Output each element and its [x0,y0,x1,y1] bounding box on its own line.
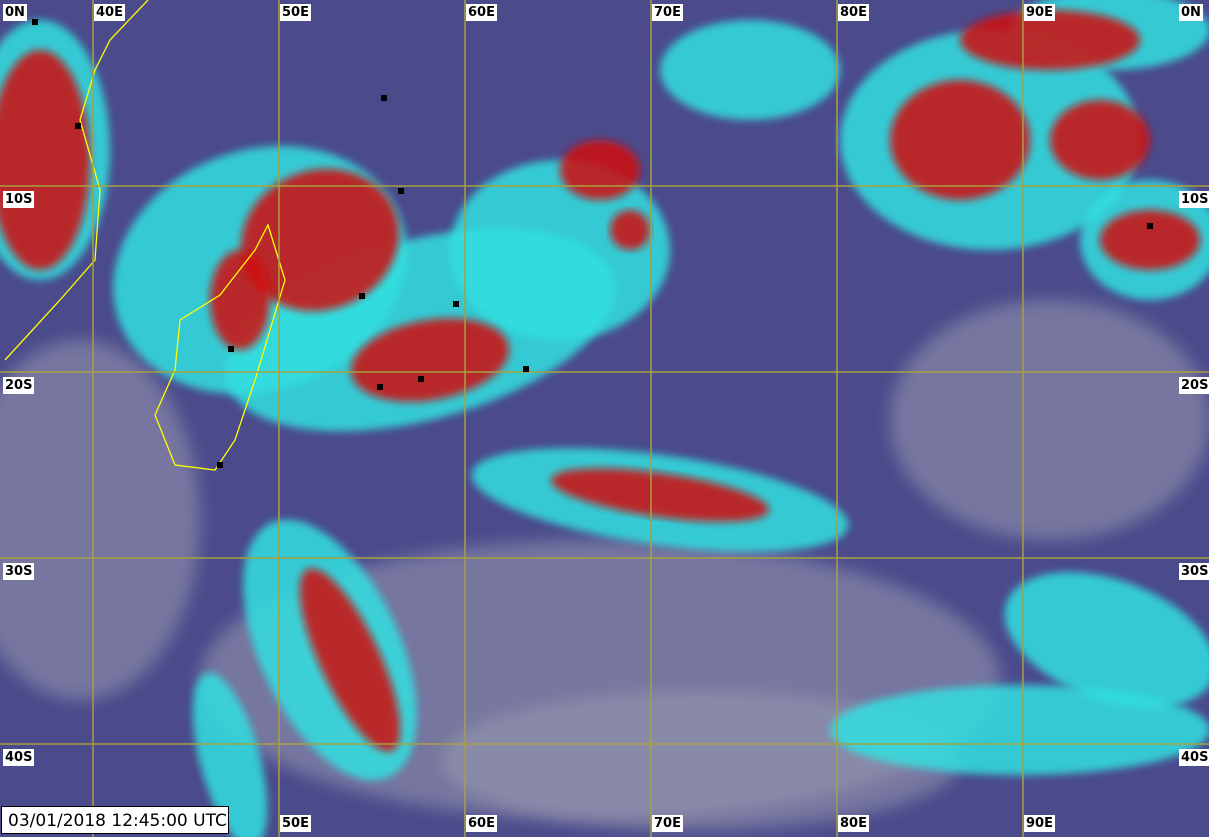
station-marker [418,376,424,382]
cold-cloud-region [210,250,270,350]
station-marker [381,95,387,101]
latitude-label: 40S [1179,749,1209,766]
latitude-label: 20S [1179,377,1209,394]
latitude-label: 20S [3,377,35,394]
latitude-label: 0N [1179,4,1203,21]
cold-cloud-region [890,80,1030,200]
cloud-region [830,685,1209,775]
station-marker [453,301,459,307]
station-marker [523,366,529,372]
cold-cloud-region [299,568,401,752]
station-marker [359,293,365,299]
cold-cloud-region [1050,100,1150,180]
coastline [4,0,286,471]
station-marker [1147,223,1153,229]
cold-cloud-region [960,10,1140,70]
cold-cloud-region [1100,210,1200,270]
cloud-region [890,300,1209,540]
cold-cloud-region [350,318,510,402]
station-marker [377,384,383,390]
longitude-label: 90E [1024,4,1055,21]
cloud-region [660,20,840,120]
cold-cloud-region [610,210,650,250]
longitude-label: 80E [838,4,869,21]
longitude-label: 50E [280,4,311,21]
longitude-label: 60E [466,4,497,21]
longitude-label: 40E [94,4,125,21]
longitude-label: 70E [652,4,683,21]
station-marker [75,123,81,129]
cold-cloud-region [551,468,769,522]
latitude-label: 30S [3,563,35,580]
cold-cloud-region [0,50,90,270]
cloud-region [1004,572,1209,708]
africa-coast [4,0,149,361]
station-marker [398,188,404,194]
madagascar-coast [154,223,286,471]
cloud-region [0,340,200,700]
latitude-label: 30S [1179,563,1209,580]
longitude-label: 60E [466,815,497,832]
longitude-label: 80E [838,815,869,832]
station-marker [228,346,234,352]
cold-cloud-region [560,140,640,200]
station-marker [217,462,223,468]
longitude-label: 70E [652,815,683,832]
latitude-label: 40S [3,749,35,766]
cold-cloud-region [241,168,399,312]
cloud-region [440,690,960,830]
latitude-label: 10S [1179,191,1209,208]
cloud-region [192,672,268,837]
timestamp: 03/01/2018 12:45:00 UTC [1,806,229,834]
latitude-label: 10S [3,191,35,208]
longitude-label: 50E [280,815,311,832]
longitude-label: 90E [1024,815,1055,832]
station-marker [32,19,38,25]
cloud-region [450,160,670,340]
latitude-label: 0N [3,4,27,21]
